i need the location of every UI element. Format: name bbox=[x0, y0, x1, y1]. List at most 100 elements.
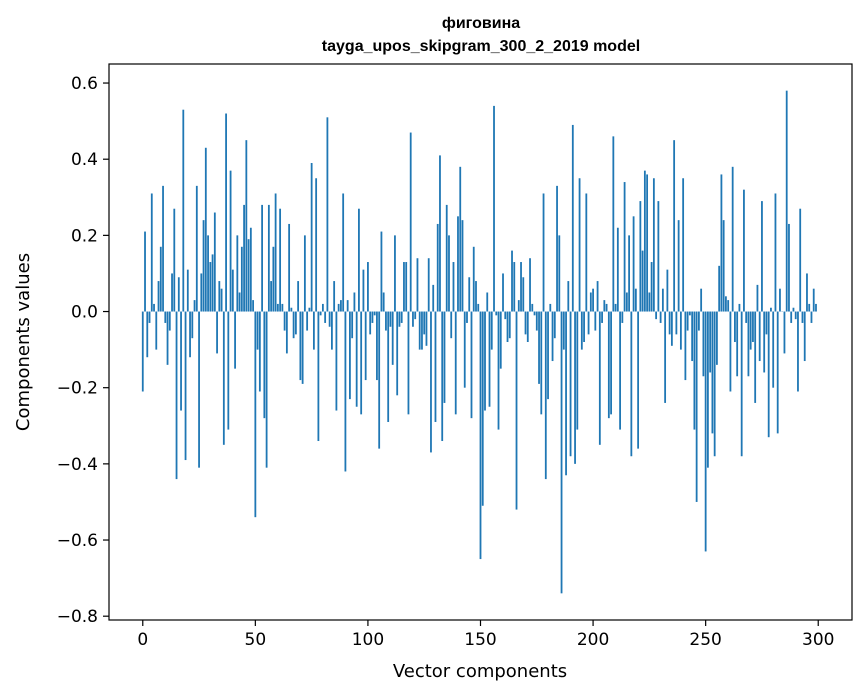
bar bbox=[481, 311, 484, 506]
bar bbox=[808, 303, 811, 312]
bar bbox=[797, 311, 799, 392]
bar bbox=[229, 170, 232, 312]
bar bbox=[319, 311, 322, 316]
bar bbox=[292, 311, 295, 339]
bar bbox=[547, 311, 549, 400]
bar bbox=[439, 155, 441, 312]
bar bbox=[803, 311, 806, 362]
bar bbox=[619, 311, 621, 430]
bar bbox=[297, 281, 300, 312]
bar bbox=[682, 178, 685, 312]
bar bbox=[711, 311, 714, 434]
bar bbox=[441, 311, 444, 442]
bar bbox=[661, 288, 664, 312]
bar bbox=[643, 170, 646, 312]
bar bbox=[387, 311, 390, 422]
bar bbox=[691, 311, 694, 362]
bar bbox=[177, 277, 180, 312]
bar bbox=[324, 311, 327, 323]
bar bbox=[806, 273, 808, 312]
bar bbox=[416, 258, 419, 312]
bar bbox=[522, 277, 525, 312]
bar bbox=[423, 311, 426, 335]
bar bbox=[625, 292, 628, 312]
bar bbox=[400, 311, 403, 323]
bar bbox=[274, 193, 277, 312]
bar bbox=[594, 311, 597, 331]
bar bbox=[637, 311, 640, 449]
x-axis-label: Vector components bbox=[393, 661, 567, 682]
bar bbox=[542, 193, 545, 312]
bar bbox=[601, 311, 603, 323]
bar bbox=[490, 311, 493, 350]
bar bbox=[243, 204, 245, 312]
x-tick-label: 200 bbox=[577, 630, 609, 650]
y-tick-label: 0.2 bbox=[71, 226, 98, 246]
bar bbox=[531, 303, 534, 312]
bar bbox=[409, 132, 412, 312]
bar bbox=[754, 311, 757, 403]
bar bbox=[141, 311, 144, 392]
bar bbox=[815, 303, 817, 312]
bar bbox=[382, 292, 385, 312]
bar bbox=[738, 303, 741, 312]
bar bbox=[668, 311, 671, 335]
bar bbox=[670, 311, 673, 346]
bar bbox=[628, 235, 630, 312]
bar bbox=[560, 311, 563, 594]
bar bbox=[650, 262, 653, 312]
bar bbox=[524, 311, 527, 335]
bar bbox=[477, 303, 480, 312]
bar bbox=[716, 311, 718, 365]
bar bbox=[632, 216, 635, 312]
bar bbox=[652, 178, 655, 312]
bar bbox=[475, 281, 477, 312]
bar bbox=[758, 311, 761, 362]
bar bbox=[783, 311, 786, 354]
plot-area-frame bbox=[108, 63, 853, 621]
bar bbox=[351, 311, 354, 339]
bar bbox=[605, 303, 608, 312]
bar bbox=[612, 136, 615, 312]
bar bbox=[675, 311, 678, 335]
bar bbox=[801, 311, 804, 323]
bar bbox=[799, 208, 802, 312]
bar bbox=[312, 311, 315, 350]
bar bbox=[749, 311, 752, 350]
bar bbox=[535, 311, 538, 331]
bar bbox=[270, 281, 273, 312]
bar bbox=[396, 311, 399, 396]
x-tick-label: 0 bbox=[137, 630, 148, 650]
bar bbox=[607, 311, 610, 419]
bar bbox=[254, 311, 257, 518]
bar bbox=[639, 201, 642, 312]
bar bbox=[195, 185, 198, 312]
bar bbox=[790, 311, 793, 323]
bar bbox=[526, 311, 529, 342]
bar bbox=[249, 227, 252, 312]
bar bbox=[427, 258, 430, 312]
bar bbox=[164, 311, 167, 323]
bar bbox=[306, 311, 309, 331]
bar bbox=[634, 288, 637, 312]
bar bbox=[247, 239, 250, 312]
bar bbox=[360, 311, 363, 415]
bar bbox=[704, 311, 707, 552]
bar bbox=[349, 311, 351, 400]
bar bbox=[538, 311, 540, 384]
bar bbox=[709, 311, 712, 373]
bar bbox=[508, 311, 511, 339]
bar bbox=[574, 311, 576, 464]
bar bbox=[571, 124, 574, 312]
bar bbox=[364, 311, 367, 381]
bar bbox=[425, 311, 428, 346]
bar bbox=[333, 281, 336, 312]
bar bbox=[148, 311, 151, 323]
bar bbox=[679, 311, 682, 350]
bar bbox=[700, 288, 703, 312]
y-tick-label: −0.2 bbox=[57, 379, 98, 399]
bar bbox=[193, 300, 196, 312]
bar bbox=[385, 311, 387, 331]
bar bbox=[236, 235, 239, 312]
bar bbox=[153, 303, 155, 312]
